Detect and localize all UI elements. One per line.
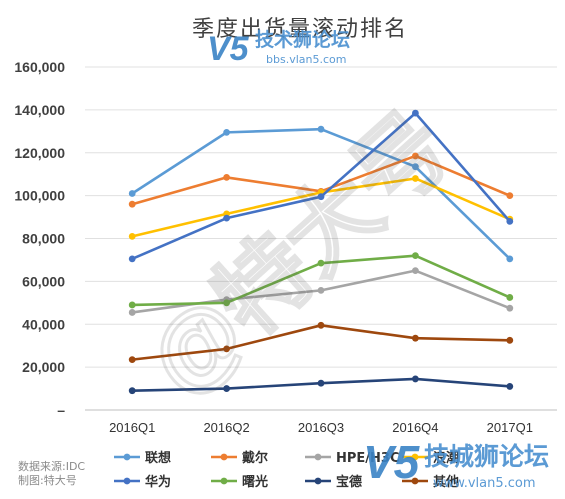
data-point-HPE/H3C xyxy=(128,309,136,316)
x-tick-label: 2016Q3 xyxy=(298,420,344,435)
data-point-戴尔 xyxy=(506,192,514,200)
legend-marker xyxy=(411,453,419,461)
legend-marker xyxy=(220,453,228,461)
bottom-watermark-logo: V5 技城狮论坛 www.vlan5.com xyxy=(363,436,549,491)
data-point-其他 xyxy=(317,321,325,329)
y-tick-label: 20,000 xyxy=(22,359,65,375)
data-point-曙光 xyxy=(317,259,325,267)
data-point-曙光 xyxy=(506,294,514,301)
legend-item-戴尔: 戴尔 xyxy=(211,450,268,466)
data-point-华为 xyxy=(128,255,136,263)
data-point-戴尔 xyxy=(128,200,136,208)
legend-marker xyxy=(314,477,322,485)
legend-marker xyxy=(314,453,322,461)
data-point-联想 xyxy=(412,163,419,171)
legend-label: 宝德 xyxy=(336,474,362,490)
y-tick-label: 80,000 xyxy=(22,231,65,247)
legend-marker xyxy=(123,453,131,461)
legend-item-浪潮: 浪潮 xyxy=(402,450,459,466)
data-point-曙光 xyxy=(223,299,231,307)
data-point-戴尔 xyxy=(412,152,419,160)
y-axis-ticks: – 20,000 40,000 60,000 80,000 100,000 120,000 1… xyxy=(14,59,65,418)
data-point-宝德 xyxy=(412,375,419,383)
legend-label: 其他 xyxy=(433,474,459,490)
top-watermark-logo: V5 技术狮论坛 bbs.vlan5.com xyxy=(207,28,350,68)
chart-title: 季度出货量滚动排名 xyxy=(192,17,408,42)
legend-item-HPE/H3C: HPE/H3C xyxy=(305,451,400,466)
y-tick-label: 60,000 xyxy=(22,273,65,289)
top-watermark-v5: V5 xyxy=(207,30,250,68)
legend-label: 曙光 xyxy=(242,474,268,490)
data-point-华为 xyxy=(223,214,231,222)
x-tick-label: 2016Q4 xyxy=(392,420,438,435)
legend-marker xyxy=(411,477,419,485)
legend-item-华为: 华为 xyxy=(114,474,171,490)
y-tick-label: 160,000 xyxy=(14,59,65,75)
data-point-其他 xyxy=(128,356,136,364)
data-point-宝德 xyxy=(317,379,325,387)
source-note-line2: 制图:特大号 xyxy=(18,473,77,487)
top-watermark-title: 技术狮论坛 xyxy=(255,28,350,51)
y-tick-label: 40,000 xyxy=(22,316,65,332)
x-tick-label: 2017Q1 xyxy=(487,420,533,435)
data-point-浪潮 xyxy=(412,175,419,182)
data-point-宝德 xyxy=(506,383,514,390)
y-tick-label: 100,000 xyxy=(14,188,65,204)
data-point-宝德 xyxy=(223,385,231,392)
data-point-HPE/H3C xyxy=(506,304,514,312)
data-point-联想 xyxy=(223,128,231,136)
bottom-watermark-title: 技城狮论坛 xyxy=(424,442,549,471)
data-point-宝德 xyxy=(128,387,136,395)
legend-item-联想: 联想 xyxy=(114,450,171,466)
data-point-其他 xyxy=(412,334,419,342)
bottom-watermark-url: www.vlan5.com xyxy=(433,476,536,491)
data-point-华为 xyxy=(317,193,325,201)
x-tick-label: 2016Q2 xyxy=(203,420,249,435)
legend-marker xyxy=(220,477,228,485)
data-point-曙光 xyxy=(128,301,136,309)
legend-item-宝德: 宝德 xyxy=(305,474,362,490)
y-tick-label: – xyxy=(57,402,65,418)
bottom-watermark-v5: V5 xyxy=(363,436,421,488)
legend-item-其他: 其他 xyxy=(402,474,459,490)
data-point-HPE/H3C xyxy=(412,267,419,275)
data-point-华为 xyxy=(506,217,514,225)
legend-label: 华为 xyxy=(145,474,171,490)
y-tick-label: 120,000 xyxy=(14,145,65,161)
data-point-戴尔 xyxy=(223,174,231,181)
data-point-其他 xyxy=(223,345,231,353)
data-point-联想 xyxy=(128,190,136,197)
top-watermark-url: bbs.vlan5.com xyxy=(266,53,346,66)
data-point-联想 xyxy=(317,125,325,133)
legend-label: 联想 xyxy=(145,450,171,466)
data-point-其他 xyxy=(506,336,514,344)
data-point-联想 xyxy=(506,255,514,263)
series-lines xyxy=(128,109,514,395)
data-point-HPE/H3C xyxy=(317,286,325,294)
legend-marker xyxy=(123,477,131,485)
source-note-line1: 数据来源:IDC xyxy=(18,459,85,473)
legend-label: 浪潮 xyxy=(433,450,459,466)
data-point-华为 xyxy=(412,109,419,117)
data-point-曙光 xyxy=(412,252,419,260)
x-axis-ticks: 2016Q1 2016Q2 2016Q3 2016Q4 2017Q1 xyxy=(109,420,533,435)
legend-item-曙光: 曙光 xyxy=(211,474,268,490)
data-point-浪潮 xyxy=(128,232,136,240)
legend-label: 戴尔 xyxy=(242,450,268,466)
legend-label: HPE/H3C xyxy=(336,451,400,466)
y-tick-label: 140,000 xyxy=(14,102,65,118)
x-tick-label: 2016Q1 xyxy=(109,420,155,435)
